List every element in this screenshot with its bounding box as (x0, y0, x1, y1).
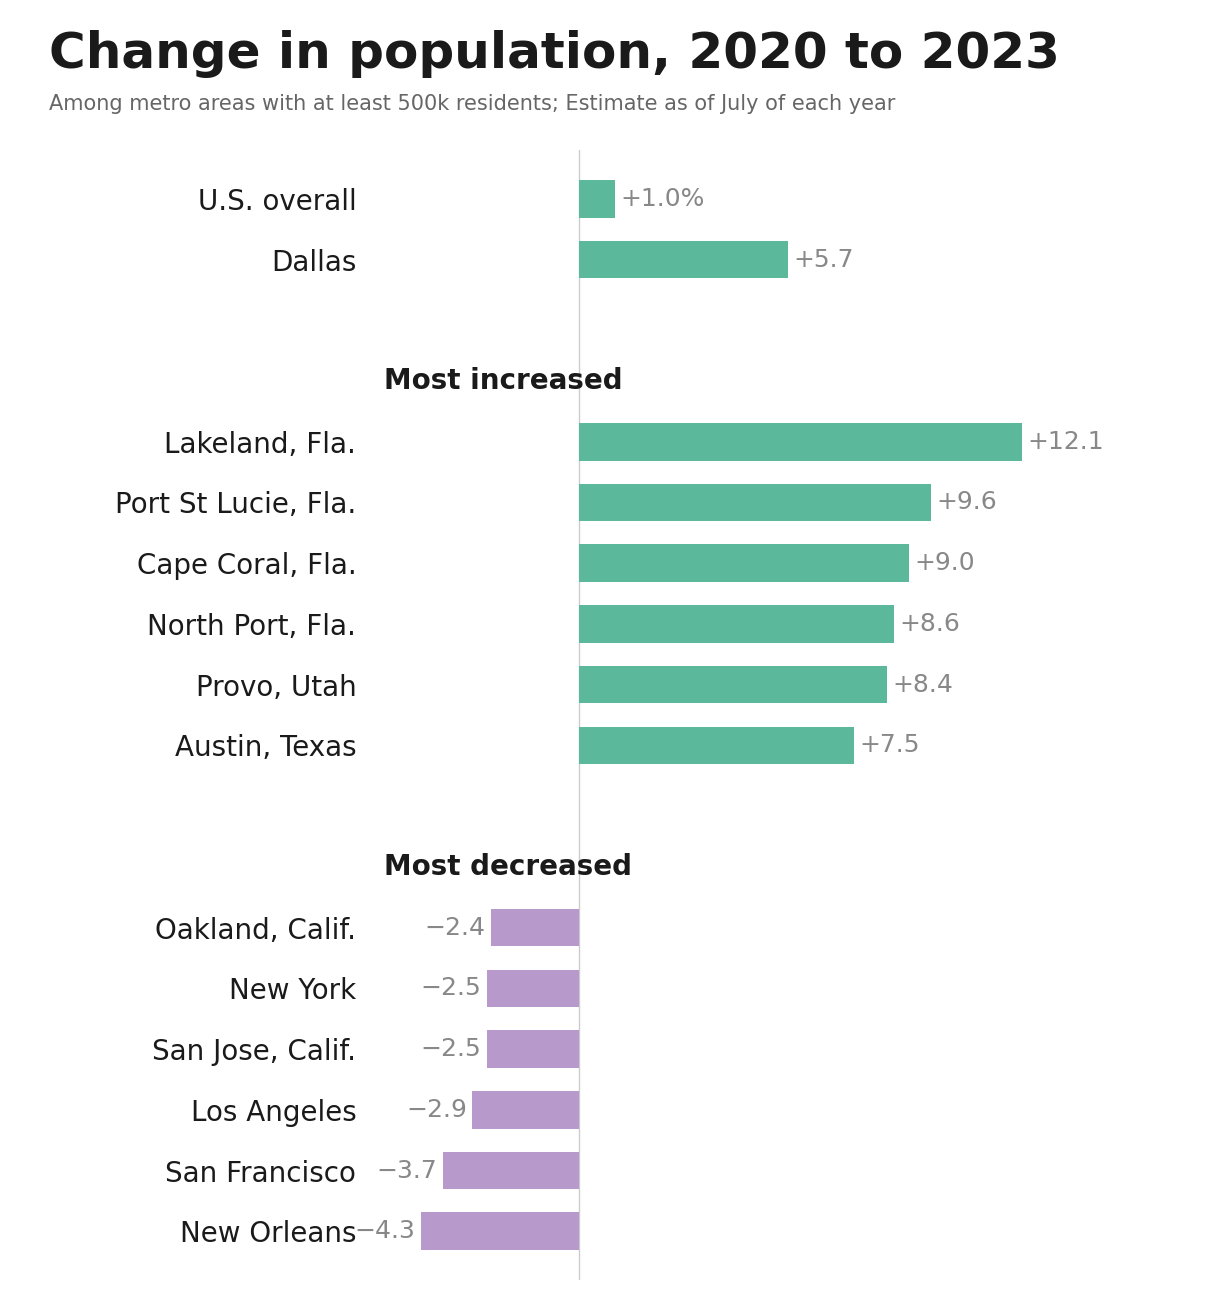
Text: −2.5: −2.5 (421, 1037, 482, 1060)
Bar (578, 423, 1022, 461)
Bar (578, 605, 894, 643)
Bar (421, 1212, 578, 1250)
Bar (578, 545, 909, 582)
Text: +8.6: +8.6 (899, 613, 960, 636)
Text: Most increased: Most increased (384, 367, 623, 394)
Bar (578, 483, 931, 521)
Text: −2.4: −2.4 (425, 916, 486, 939)
Bar (487, 1030, 578, 1068)
Bar (487, 969, 578, 1007)
Bar (443, 1152, 578, 1190)
Text: −2.5: −2.5 (421, 977, 482, 1000)
Bar (578, 240, 788, 278)
Text: +7.5: +7.5 (859, 734, 920, 757)
Text: +1.0%: +1.0% (621, 187, 705, 210)
Text: +5.7: +5.7 (793, 248, 854, 272)
Text: −2.9: −2.9 (406, 1098, 467, 1122)
Text: +9.0: +9.0 (914, 551, 975, 575)
Text: +12.1: +12.1 (1027, 430, 1104, 453)
Bar (490, 909, 578, 947)
Text: Most decreased: Most decreased (384, 853, 632, 880)
Text: Change in population, 2020 to 2023: Change in population, 2020 to 2023 (49, 30, 1060, 78)
Text: Among metro areas with at least 500k residents; Estimate as of July of each year: Among metro areas with at least 500k res… (49, 94, 895, 114)
Text: −3.7: −3.7 (377, 1158, 438, 1182)
Text: −4.3: −4.3 (355, 1220, 416, 1243)
Bar (472, 1091, 578, 1128)
Text: +8.4: +8.4 (892, 673, 953, 696)
Bar (578, 666, 887, 704)
Bar (578, 726, 854, 764)
Text: +9.6: +9.6 (936, 491, 997, 515)
Bar (578, 180, 615, 218)
